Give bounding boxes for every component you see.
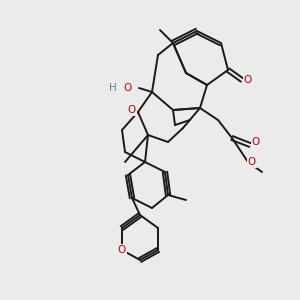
Text: H: H xyxy=(109,83,117,93)
Text: O: O xyxy=(123,83,131,93)
Text: O: O xyxy=(118,245,126,255)
Text: O: O xyxy=(248,157,256,167)
Text: O: O xyxy=(128,105,136,115)
Text: O: O xyxy=(244,75,252,85)
Text: O: O xyxy=(252,137,260,147)
